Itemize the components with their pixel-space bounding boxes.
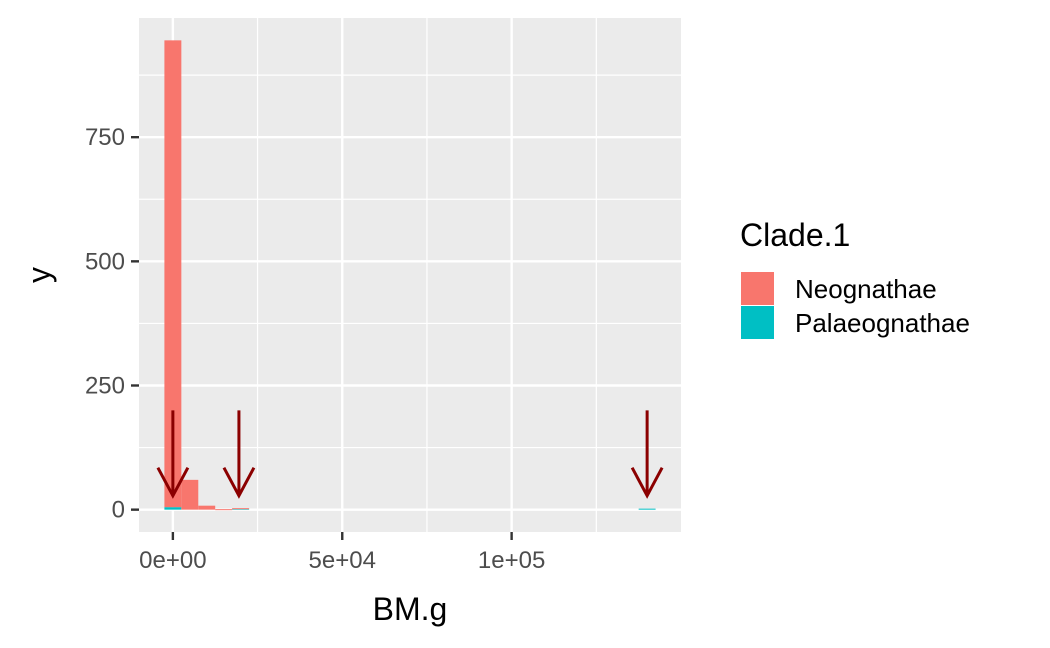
arrow-head	[156, 466, 190, 499]
bars	[164, 40, 656, 511]
bar-neognathae	[198, 505, 216, 510]
y-tick-label: 250	[85, 372, 125, 399]
arrow-head	[630, 466, 664, 499]
legend-swatch	[741, 272, 774, 305]
x-tick-label: 1e+05	[478, 547, 545, 574]
legend-swatch	[741, 306, 774, 339]
x-tick-label: 0e+00	[139, 547, 206, 574]
annotation-arrows	[156, 410, 664, 499]
y-tick-label: 500	[85, 248, 125, 275]
legend: Clade.1 Neognathae Palaeognathae	[740, 217, 970, 339]
y-tick-label: 750	[85, 124, 125, 151]
legend-title: Clade.1	[740, 217, 850, 253]
bar-neognathae	[215, 509, 233, 511]
x-axis: 0e+00 5e+04 1e+05	[139, 532, 545, 574]
y-axis-title: y	[21, 267, 57, 283]
legend-label: Palaeognathae	[795, 308, 970, 338]
bar-neognathae	[181, 479, 199, 510]
legend-entries: Neognathae Palaeognathae	[741, 272, 970, 339]
y-tick-label: 0	[112, 497, 125, 524]
arrow-head	[222, 466, 256, 499]
bar-neognathae	[164, 40, 182, 508]
bar-extra	[638, 508, 656, 510]
x-axis-title: BM.g	[373, 591, 448, 627]
legend-label: Neognathae	[795, 274, 937, 304]
grid-minor	[139, 18, 681, 532]
y-axis: 0 250 500 750	[85, 124, 139, 524]
panel-background	[139, 18, 681, 532]
bar-palaeognathae	[164, 507, 182, 510]
bar-neognathae	[232, 508, 250, 510]
x-tick-label: 5e+04	[309, 547, 376, 574]
